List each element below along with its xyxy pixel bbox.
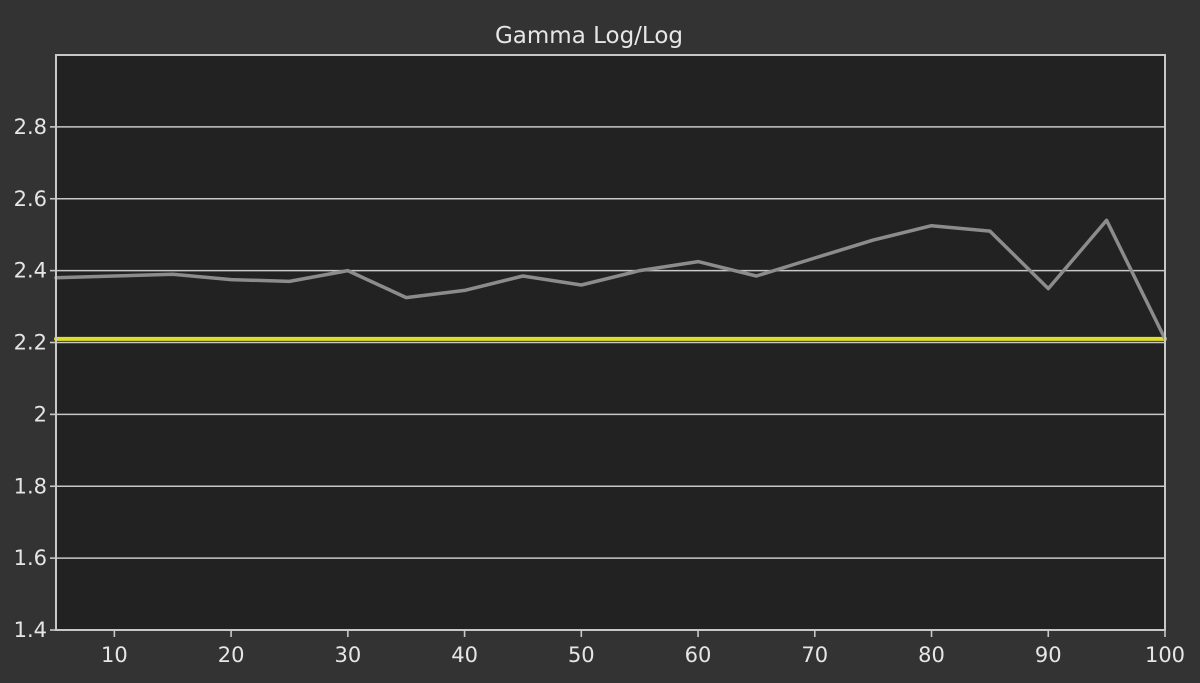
y-tick-label: 1.4 <box>14 618 47 642</box>
x-tick-label: 100 <box>1145 643 1185 667</box>
x-tick-label: 60 <box>685 643 712 667</box>
x-tick-label: 40 <box>451 643 478 667</box>
x-tick-label: 50 <box>568 643 595 667</box>
y-tick-label: 2.4 <box>14 259 47 283</box>
x-tick-label: 20 <box>218 643 245 667</box>
x-tick-label: 30 <box>334 643 361 667</box>
x-tick-label: 70 <box>801 643 828 667</box>
grid-lines <box>56 126 1165 559</box>
y-tick-label: 1.8 <box>14 474 47 498</box>
x-tick-label: 10 <box>101 643 128 667</box>
series-line-measured <box>54 218 1167 341</box>
tick-labels: 1.4 1.6 1.8 2 2.2 2.4 2.6 2.8 10 20 30 40 50 60 70 80 90… <box>14 115 1185 667</box>
series-layer <box>54 218 1167 341</box>
y-tick-label: 2 <box>34 402 47 426</box>
y-tick-label: 1.6 <box>14 546 47 570</box>
y-tick-label: 2.2 <box>14 331 47 355</box>
x-tick-label: 90 <box>1035 643 1062 667</box>
chart-title: Gamma Log/Log <box>494 23 684 49</box>
tick-layer <box>50 126 1166 637</box>
y-tick-label: 2.8 <box>14 115 47 139</box>
y-tick-label: 2.6 <box>14 187 47 211</box>
x-tick-label: 80 <box>918 643 945 667</box>
